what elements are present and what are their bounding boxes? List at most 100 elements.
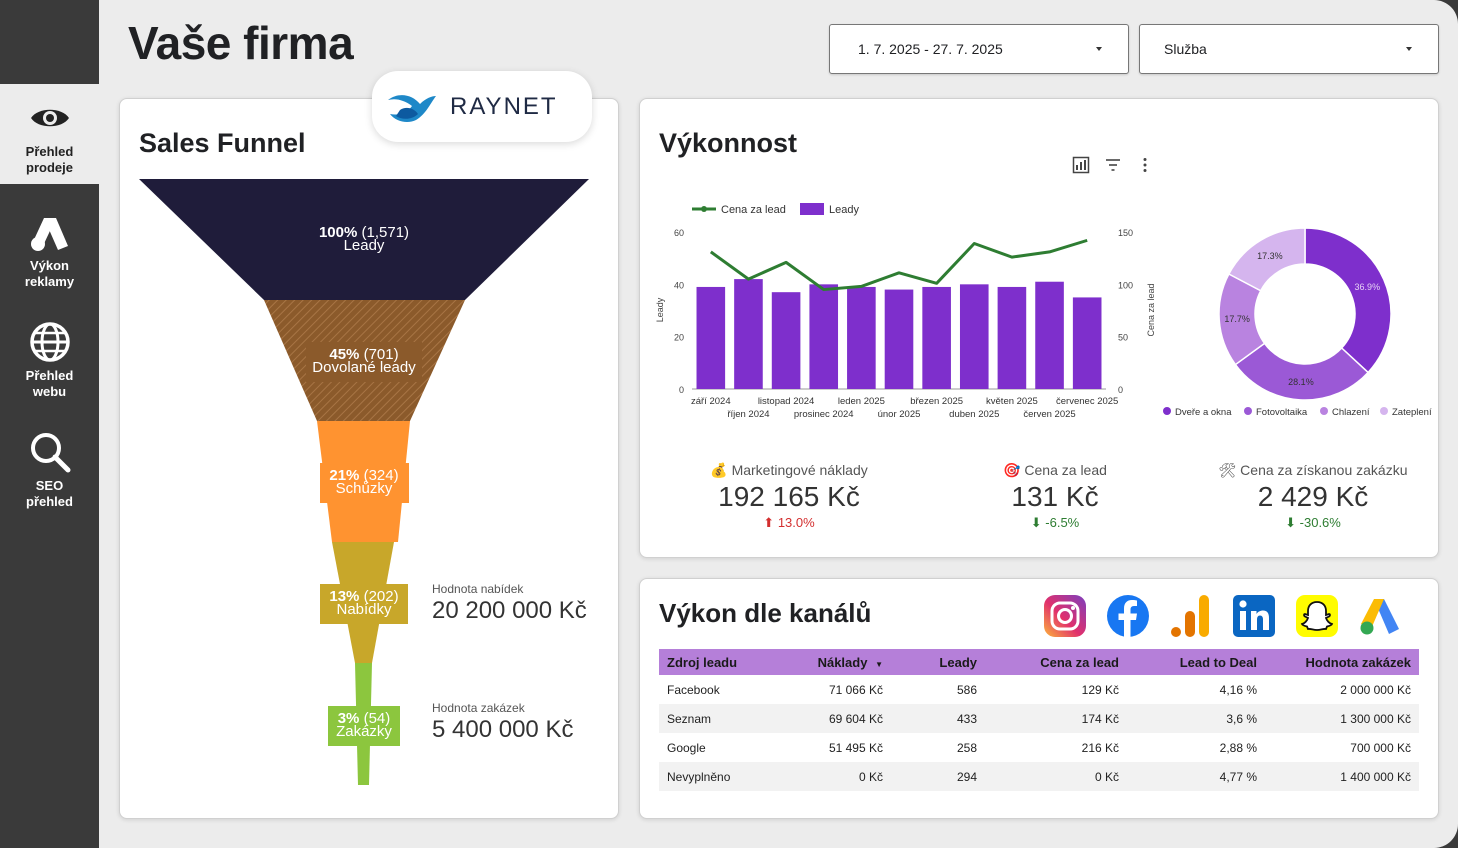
- funnel-pct: 21%: [329, 467, 360, 484]
- funnel-pct: 45%: [329, 346, 360, 363]
- nav-label: Přehled prodeje: [25, 144, 74, 175]
- kpi-cost-per-lead: 🎯 Cena za lead 131 Kč ⬇ -6.5%: [935, 462, 1175, 531]
- deals-value: 5 400 000 Kč: [432, 716, 574, 743]
- funnel-count: (701): [363, 346, 399, 363]
- cell-costs: 0 Kč: [779, 762, 891, 791]
- cell-deal-value: 1 300 000 Kč: [1265, 704, 1419, 733]
- table-header-row: Zdroj leadu Náklady ▼ Leady Cena za lead…: [659, 649, 1419, 675]
- kpi-caption: 🎯 Cena za lead: [935, 462, 1175, 479]
- kpi-caption-text: Cena za lead: [1024, 462, 1107, 478]
- cell-deal-value: 2 000 000 Kč: [1340, 682, 1411, 697]
- nav-item-prehled-prodeje[interactable]: Přehled prodeje: [0, 84, 99, 184]
- service-select-value: Služba: [1164, 41, 1207, 57]
- instagram-icon: [1044, 595, 1086, 637]
- funnel-label-zakazky: 3% (54) Zakázky: [304, 710, 424, 740]
- google-ads-icon: [1360, 599, 1399, 635]
- cell-source: Seznam: [659, 704, 779, 733]
- cell-cost-per-lead: 174 Kč: [985, 704, 1127, 733]
- kpi-caption-text: Marketingové náklady: [731, 462, 868, 478]
- kpi-cost-per-deal: 🛠 Cena za získanou zakázku 2 429 Kč ⬇ -3…: [1193, 462, 1433, 531]
- chart-options-icon[interactable]: [1072, 156, 1090, 174]
- nav-item-vykon-reklamy[interactable]: Výkon reklamy: [0, 198, 99, 298]
- kpi-delta: ⬇ -30.6%: [1193, 515, 1433, 531]
- table-row: Nevyplněno 0 Kč 294 0 Kč 4,77 % 1 400 00…: [659, 762, 1419, 791]
- kpi-delta: ⬆ 13.0%: [669, 515, 909, 531]
- table-row: Google 51 495 Kč 258 216 Kč 2,88 % 700 0…: [659, 733, 1419, 762]
- cell-leads: 258: [956, 740, 977, 755]
- funnel-count: (1,571): [361, 224, 410, 241]
- col-header-lead-to-deal[interactable]: Lead to Deal: [1127, 649, 1265, 675]
- arrow-up-icon: ⬆: [763, 515, 775, 530]
- nav-label: SEO přehled: [26, 478, 73, 509]
- deals-value-caption: Hodnota zakázek: [432, 701, 525, 715]
- eye-icon: [30, 109, 69, 127]
- cell-cost-per-lead: 216 Kč: [1081, 740, 1119, 755]
- filter-icon[interactable]: [1104, 156, 1122, 174]
- funnel-pct: 13%: [329, 588, 360, 605]
- cell-leads: 433: [891, 704, 985, 733]
- kpi-delta: ⬇ -6.5%: [935, 515, 1175, 531]
- col-header-deal-value[interactable]: Hodnota zakázek: [1265, 649, 1419, 675]
- date-range-value: 1. 7. 2025 - 27. 7. 2025: [858, 41, 1003, 57]
- col-header-leads[interactable]: Leady: [891, 649, 985, 675]
- facebook-icon: [1107, 595, 1149, 637]
- cell-costs: 69 604 Kč: [779, 704, 891, 733]
- globe-icon: [29, 322, 70, 362]
- kpi-delta-text: -30.6%: [1299, 515, 1341, 530]
- money-bag-icon: 💰: [710, 462, 728, 478]
- nav-label: Výkon reklamy: [24, 258, 75, 289]
- service-select[interactable]: Služba: [1139, 24, 1439, 74]
- cell-leads: 294: [891, 762, 985, 791]
- google-ads-icon: [30, 218, 68, 251]
- funnel-label-dovolane-leady: 45% (701) Dovolané leady: [290, 346, 438, 375]
- kpi-marketing-costs: 💰 Marketingové náklady 192 165 Kč ⬆ 13.0…: [669, 462, 909, 531]
- col-header-source[interactable]: Zdroj leadu: [659, 649, 779, 675]
- cell-lead-to-deal: 3,6 %: [1127, 704, 1265, 733]
- kpi-delta-text: -6.5%: [1045, 515, 1080, 530]
- chevron-down-icon: [1406, 47, 1412, 51]
- cell-lead-to-deal: 2,88 %: [1219, 740, 1257, 755]
- google-analytics-icon: [1171, 595, 1209, 637]
- snapchat-icon: [1296, 595, 1338, 637]
- col-header-cost-per-lead[interactable]: Cena za lead: [985, 649, 1127, 675]
- channels-table: Zdroj leadu Náklady ▼ Leady Cena za lead…: [659, 649, 1419, 791]
- offers-value-caption: Hodnota nabídek: [432, 582, 524, 596]
- funnel-label-leady: 100% (1,571) Leady: [264, 224, 464, 254]
- arrow-down-icon: ⬇: [1285, 515, 1297, 530]
- funnel-label-nabidky: 13% (202) Nabídky: [300, 588, 428, 618]
- cell-costs: 71 066 Kč: [828, 682, 883, 697]
- funnel-count: (54): [363, 710, 391, 727]
- funnel-label-schuzky: 21% (324) Schůzky: [300, 467, 428, 496]
- offers-value: 20 200 000 Kč: [432, 597, 587, 624]
- funnel-name: Zakázky: [336, 723, 392, 740]
- sales-funnel-title: Sales Funnel: [139, 128, 306, 158]
- date-range-select[interactable]: 1. 7. 2025 - 27. 7. 2025: [829, 24, 1129, 74]
- cell-source: Facebook: [667, 682, 720, 697]
- cell-deal-value: 1 400 000 Kč: [1265, 762, 1419, 791]
- cell-source: Google: [667, 740, 706, 755]
- cell-source: Nevyplněno: [659, 762, 779, 791]
- arrow-down-icon: ⬇: [1030, 515, 1042, 530]
- raynet-logo: RAYNET: [372, 71, 592, 142]
- cell-cost-per-lead: 0 Kč: [985, 762, 1127, 791]
- cell-costs: 51 495 Kč: [828, 740, 883, 755]
- cell-cost-per-lead: 129 Kč: [1081, 682, 1119, 697]
- raynet-logo-icon: [388, 94, 436, 122]
- performance-title: Výkonnost: [659, 128, 798, 158]
- nav-item-seo-prehled[interactable]: SEO přehled: [0, 418, 99, 518]
- cell-leads: 586: [956, 682, 977, 697]
- sidebar: Přehled prodeje Výkon reklamy Přehled we…: [0, 0, 99, 848]
- nav-item-prehled-webu[interactable]: Přehled webu: [0, 308, 99, 408]
- funnel-count: (324): [363, 467, 399, 484]
- kpi-caption-text: Cena za získanou zakázku: [1240, 462, 1408, 478]
- kpi-value: 192 165 Kč: [718, 481, 860, 512]
- raynet-logo-text: RAYNET: [450, 92, 558, 120]
- col-header-label: Náklady: [817, 654, 868, 670]
- page-title: Vaše firma: [128, 17, 354, 69]
- funnel-name: Leady: [343, 237, 385, 254]
- funnel-name: Nabídky: [336, 601, 392, 618]
- table-row: Facebook 71 066 Kč 586 129 Kč 4,16 % 2 0…: [659, 675, 1419, 704]
- col-header-costs[interactable]: Náklady ▼: [779, 649, 891, 675]
- kpi-delta-text: 13.0%: [777, 515, 815, 530]
- more-options-icon[interactable]: [1136, 156, 1154, 174]
